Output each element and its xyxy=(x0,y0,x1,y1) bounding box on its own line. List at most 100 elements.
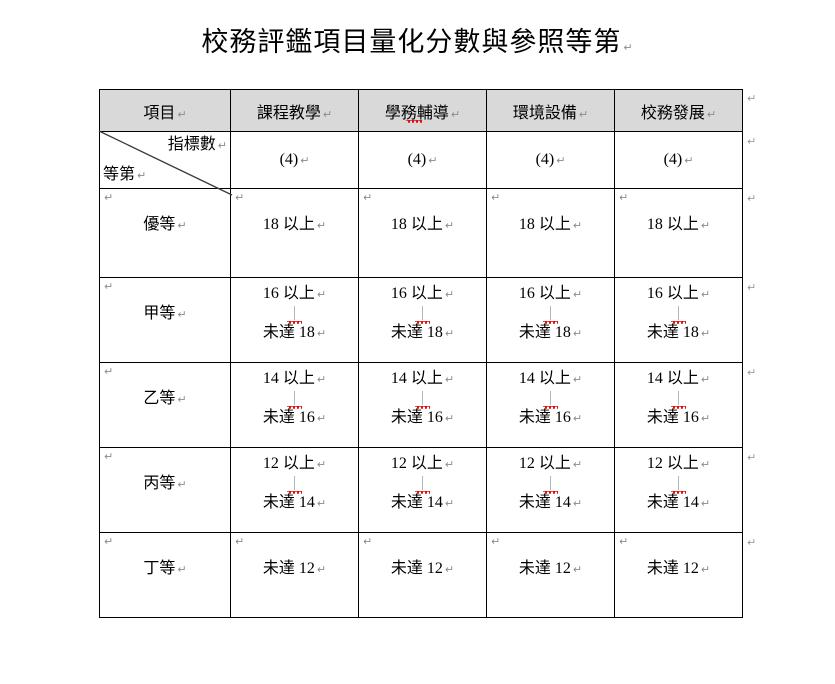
pilcrow-mark: ↵ xyxy=(572,563,583,576)
spellcheck-squiggle xyxy=(543,491,558,494)
end-of-row-mark: ↵ xyxy=(747,192,757,205)
header-cell-school-development[interactable]: 校務發展 ↵ xyxy=(614,89,743,132)
score-cell[interactable]: 12 以上 ↵ 未達 14 ↵ xyxy=(486,447,615,533)
pilcrow-mark: ↵ xyxy=(104,535,114,548)
end-of-row-mark: ↵ xyxy=(747,92,757,105)
spellcheck-squiggle xyxy=(543,321,558,324)
vertical-bar-mark xyxy=(421,476,424,490)
pilcrow-mark: ↵ xyxy=(444,497,455,510)
indicator-count-label: 指標數 ↵ xyxy=(167,136,227,153)
pilcrow-mark: ↵ xyxy=(177,107,187,121)
score-text: 18 以上 xyxy=(518,216,571,233)
pilcrow-mark: ↵ xyxy=(556,154,566,167)
grade-label-cell[interactable]: ↵ 甲等 ↵ xyxy=(99,277,231,363)
score-cell[interactable]: 12 以上 ↵ 未達 14 ↵ xyxy=(230,447,359,533)
score-cell[interactable]: ↵ 18 以上 ↵ xyxy=(486,188,615,278)
score-line1: 14 以上 ↵ xyxy=(262,370,327,387)
score-cell[interactable]: ↵ 未達 12 ↵ xyxy=(486,532,615,618)
pilcrow-mark: ↵ xyxy=(235,191,245,204)
grade-label: 丁等 xyxy=(143,560,176,577)
pilcrow-mark: ↵ xyxy=(316,373,327,386)
indicator-value: (4) xyxy=(279,151,299,168)
vertical-bar-mark xyxy=(293,391,296,405)
grade-label: 甲等 xyxy=(143,305,176,322)
vertical-bar-mark xyxy=(293,306,296,320)
indicator-value-cell[interactable]: (4) ↵ xyxy=(358,131,487,189)
header-cell-environment-equipment[interactable]: 環境設備 ↵ xyxy=(486,89,615,132)
score-line2: 未達 16 ↵ xyxy=(518,409,583,426)
score-cell[interactable]: 12 以上 ↵ 未達 14 ↵ xyxy=(358,447,487,533)
pilcrow-mark: ↵ xyxy=(700,373,711,386)
pilcrow-mark: ↵ xyxy=(700,412,711,425)
pilcrow-mark: ↵ xyxy=(700,563,711,576)
grade-label-cell[interactable]: ↵ 丙等 ↵ xyxy=(99,447,231,533)
indicator-value: (4) xyxy=(535,151,555,168)
score-cell[interactable]: 16 以上 ↵ 未達 18 ↵ xyxy=(614,277,743,363)
pilcrow-mark: ↵ xyxy=(572,497,583,510)
header-label: 學務輔導 xyxy=(384,104,449,122)
score-cell[interactable]: 14 以上 ↵ 未達 16 ↵ xyxy=(230,362,359,448)
pilcrow-mark: ↵ xyxy=(578,107,589,121)
score-cell[interactable]: 14 以上 ↵ 未達 16 ↵ xyxy=(486,362,615,448)
diagonal-header-cell[interactable]: 指標數 ↵ 等第 ↵ xyxy=(98,130,233,196)
score-cell[interactable]: 12 以上 ↵ 未達 14 ↵ xyxy=(614,447,743,533)
end-of-row-mark: ↵ xyxy=(747,135,757,148)
score-cell[interactable]: ↵ 18 以上 ↵ xyxy=(358,188,487,278)
grade-label-cell[interactable]: ↵ 丁等 ↵ xyxy=(99,532,231,618)
header-label: 課程教學 xyxy=(256,104,321,122)
pilcrow-mark: ↵ xyxy=(104,365,114,378)
pilcrow-mark: ↵ xyxy=(177,219,187,232)
score-line1: 12 以上 ↵ xyxy=(262,455,327,472)
pilcrow-mark: ↵ xyxy=(572,373,583,386)
end-of-row-mark: ↵ xyxy=(747,536,757,549)
score-line2: 未達 14 ↵ xyxy=(518,494,583,511)
pilcrow-mark: ↵ xyxy=(684,154,694,167)
pilcrow-mark: ↵ xyxy=(217,139,227,152)
score-line2: 未達 16 ↵ xyxy=(390,409,455,426)
pilcrow-mark: ↵ xyxy=(700,219,711,232)
table-row-grade-a: ↵ 甲等 ↵ 16 以上 ↵ 未達 18 ↵ 16 以上 ↵ 未達 18 ↵ 16 以上 ↵ 未達 … xyxy=(99,277,743,363)
pilcrow-mark: ↵ xyxy=(572,327,583,340)
indicator-value-cell[interactable]: (4) ↵ xyxy=(614,131,743,189)
score-line1: 12 以上 ↵ xyxy=(518,455,583,472)
score-line2: 未達 18 ↵ xyxy=(262,324,327,341)
pilcrow-mark: ↵ xyxy=(177,478,187,491)
vertical-bar-mark xyxy=(549,391,552,405)
score-line1: 16 以上 ↵ xyxy=(646,285,711,302)
pilcrow-mark: ↵ xyxy=(363,535,373,548)
score-text: 未達 12 xyxy=(518,560,571,577)
score-cell[interactable]: 14 以上 ↵ 未達 16 ↵ xyxy=(358,362,487,448)
pilcrow-mark: ↵ xyxy=(316,458,327,471)
grade-label-cell[interactable]: ↵ 乙等 ↵ xyxy=(99,362,231,448)
score-cell[interactable]: ↵ 18 以上 ↵ xyxy=(614,188,743,278)
score-cell[interactable]: 16 以上 ↵ 未達 18 ↵ xyxy=(230,277,359,363)
header-cell-item[interactable]: 項目 ↵ xyxy=(99,89,231,132)
score-cell[interactable]: ↵ 未達 12 ↵ xyxy=(230,532,359,618)
pilcrow-mark: ↵ xyxy=(104,280,114,293)
pilcrow-mark: ↵ xyxy=(444,327,455,340)
table-row-grade-b: ↵ 乙等 ↵ 14 以上 ↵ 未達 16 ↵ 14 以上 ↵ 未達 16 ↵ 14 以上 ↵ 未達 … xyxy=(99,362,743,448)
pilcrow-mark: ↵ xyxy=(177,308,187,321)
spellcheck-squiggle xyxy=(415,321,430,324)
table-row-excellent: ↵ 優等 ↵ ↵ 18 以上 ↵ ↵ 18 以上 ↵ ↵ 18 以上 ↵ ↵ 18 以上 ↵ xyxy=(99,188,743,278)
grade-label-cell[interactable]: ↵ 優等 ↵ xyxy=(99,188,231,278)
indicator-value-cell[interactable]: (4) ↵ xyxy=(486,131,615,189)
spellcheck-squiggle xyxy=(671,406,686,409)
pilcrow-mark: ↵ xyxy=(444,219,455,232)
header-cell-student-affairs[interactable]: 學務輔導 ↵ xyxy=(358,89,487,132)
spellcheck-squiggle xyxy=(287,406,302,409)
end-of-row-mark: ↵ xyxy=(747,451,757,464)
score-cell[interactable]: 14 以上 ↵ 未達 16 ↵ xyxy=(614,362,743,448)
pilcrow-mark: ↵ xyxy=(316,327,327,340)
pilcrow-mark: ↵ xyxy=(235,535,245,548)
score-cell[interactable]: 16 以上 ↵ 未達 18 ↵ xyxy=(486,277,615,363)
score-cell[interactable]: ↵ 未達 12 ↵ xyxy=(358,532,487,618)
header-cell-curriculum-teaching[interactable]: 課程教學 ↵ xyxy=(230,89,359,132)
score-cell[interactable]: 16 以上 ↵ 未達 18 ↵ xyxy=(358,277,487,363)
indicator-value-cell[interactable]: (4) ↵ xyxy=(230,131,359,189)
indicator-value: (4) xyxy=(407,151,427,168)
table-header-row: 項目 ↵ 課程教學 ↵ 學務輔導 ↵ 環境設備 ↵ 校務發展 ↵ xyxy=(99,89,743,132)
score-cell[interactable]: ↵ 未達 12 ↵ xyxy=(614,532,743,618)
score-cell[interactable]: ↵ 18 以上 ↵ xyxy=(230,188,359,278)
page-title[interactable]: 校務評鑑項目量化分數與參照等第 ↵ xyxy=(0,20,835,59)
